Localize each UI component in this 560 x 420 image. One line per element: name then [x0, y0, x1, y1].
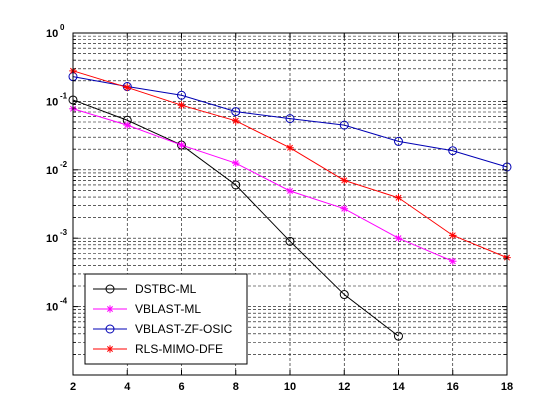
- legend-marker: [105, 324, 115, 334]
- data-point-rls-mimo-dfe: [394, 193, 403, 202]
- x-tick-label: 8: [233, 381, 239, 393]
- data-point-rls-mimo-dfe: [231, 117, 240, 125]
- data-point-vblast-zf-osic: [177, 90, 186, 100]
- data-point-vblast-zf-osic: [231, 107, 241, 117]
- y-tick-label: 10: [46, 302, 58, 314]
- x-tick-label: 4: [124, 381, 131, 393]
- y-tick-label: 10: [46, 96, 58, 108]
- data-point-vblast-ml: [231, 159, 240, 167]
- data-point-vblast-ml: [394, 234, 403, 242]
- series-line-dstbc-ml: [72, 99, 399, 337]
- data-point-rls-mimo-dfe: [340, 176, 349, 185]
- y-tick-exponent: 0: [60, 23, 65, 32]
- y-tick-exponent: -3: [60, 228, 68, 237]
- y-tick-exponent: -4: [60, 297, 68, 306]
- data-point-vblast-ml: [340, 204, 349, 213]
- legend-entry-dstbc-ml: DSTBC-ML: [93, 282, 197, 296]
- data-point-rls-mimo-dfe: [177, 101, 186, 109]
- legend-label: VBLAST-ZF-OSIC: [135, 322, 233, 336]
- x-tick-label: 6: [178, 381, 184, 393]
- y-tick-label: 10: [46, 233, 58, 245]
- data-point-vblast-zf-osic: [339, 120, 349, 130]
- y-tick-label: 10: [46, 165, 58, 177]
- data-point-vblast-zf-osic: [285, 114, 295, 124]
- legend-label: VBLAST-ML: [135, 302, 201, 316]
- x-tick-label: 2: [70, 381, 76, 393]
- legend-entry-vblast-zf-osic: VBLAST-ZF-OSIC: [93, 322, 233, 336]
- data-point-vblast-ml: [123, 121, 132, 129]
- data-point-dstbc-ml: [177, 140, 186, 150]
- series-line-vblast-ml: [72, 108, 453, 262]
- x-tick-label: 18: [501, 381, 513, 393]
- data-point-vblast-zf-osic: [394, 136, 403, 146]
- data-point-vblast-ml: [286, 187, 294, 195]
- series-layer: [68, 67, 512, 341]
- data-point-dstbc-ml: [394, 331, 403, 341]
- data-point-dstbc-ml: [285, 236, 295, 246]
- data-point-rls-mimo-dfe: [123, 83, 132, 92]
- legend-marker: [106, 305, 114, 313]
- data-point-vblast-zf-osic: [448, 146, 458, 156]
- legend-entry-rls-mimo-dfe: RLS-MIMO-DFE: [93, 342, 223, 356]
- x-tick-label: 14: [392, 381, 405, 393]
- y-tick-label: 10: [46, 28, 58, 40]
- y-tick-exponent: -1: [60, 91, 68, 100]
- x-tick-label: 16: [447, 381, 459, 393]
- data-point-vblast-ml: [177, 141, 186, 149]
- x-tick-label: 10: [284, 381, 296, 393]
- legend-label: RLS-MIMO-DFE: [135, 342, 223, 356]
- data-point-vblast-ml: [448, 257, 457, 266]
- data-point-rls-mimo-dfe: [448, 231, 457, 240]
- x-tick-label: 12: [338, 381, 350, 393]
- legend-entry-vblast-ml: VBLAST-ML: [93, 302, 201, 316]
- data-point-dstbc-ml: [231, 180, 241, 190]
- legend: DSTBC-ML VBLAST-ML VBLAST-ZF-OSIC RLS-MIMO-…: [84, 273, 248, 365]
- legend-label: DSTBC-ML: [135, 282, 197, 296]
- legend-marker: [105, 284, 115, 294]
- data-point-rls-mimo-dfe: [286, 143, 294, 152]
- series-vblast-ml: [69, 104, 457, 266]
- data-point-dstbc-ml: [339, 290, 349, 300]
- legend-marker: [106, 345, 114, 353]
- series-line-vblast-zf-osic: [72, 76, 508, 168]
- y-tick-exponent: -2: [60, 160, 68, 169]
